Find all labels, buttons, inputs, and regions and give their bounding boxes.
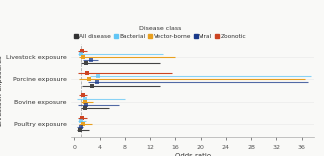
- Y-axis label: Livestock exposures: Livestock exposures: [0, 55, 3, 126]
- X-axis label: Odds ratio: Odds ratio: [175, 153, 211, 156]
- Legend: All disease, Bacterial, Vector-borne, Viral, Zoonotic: All disease, Bacterial, Vector-borne, Vi…: [74, 26, 246, 39]
